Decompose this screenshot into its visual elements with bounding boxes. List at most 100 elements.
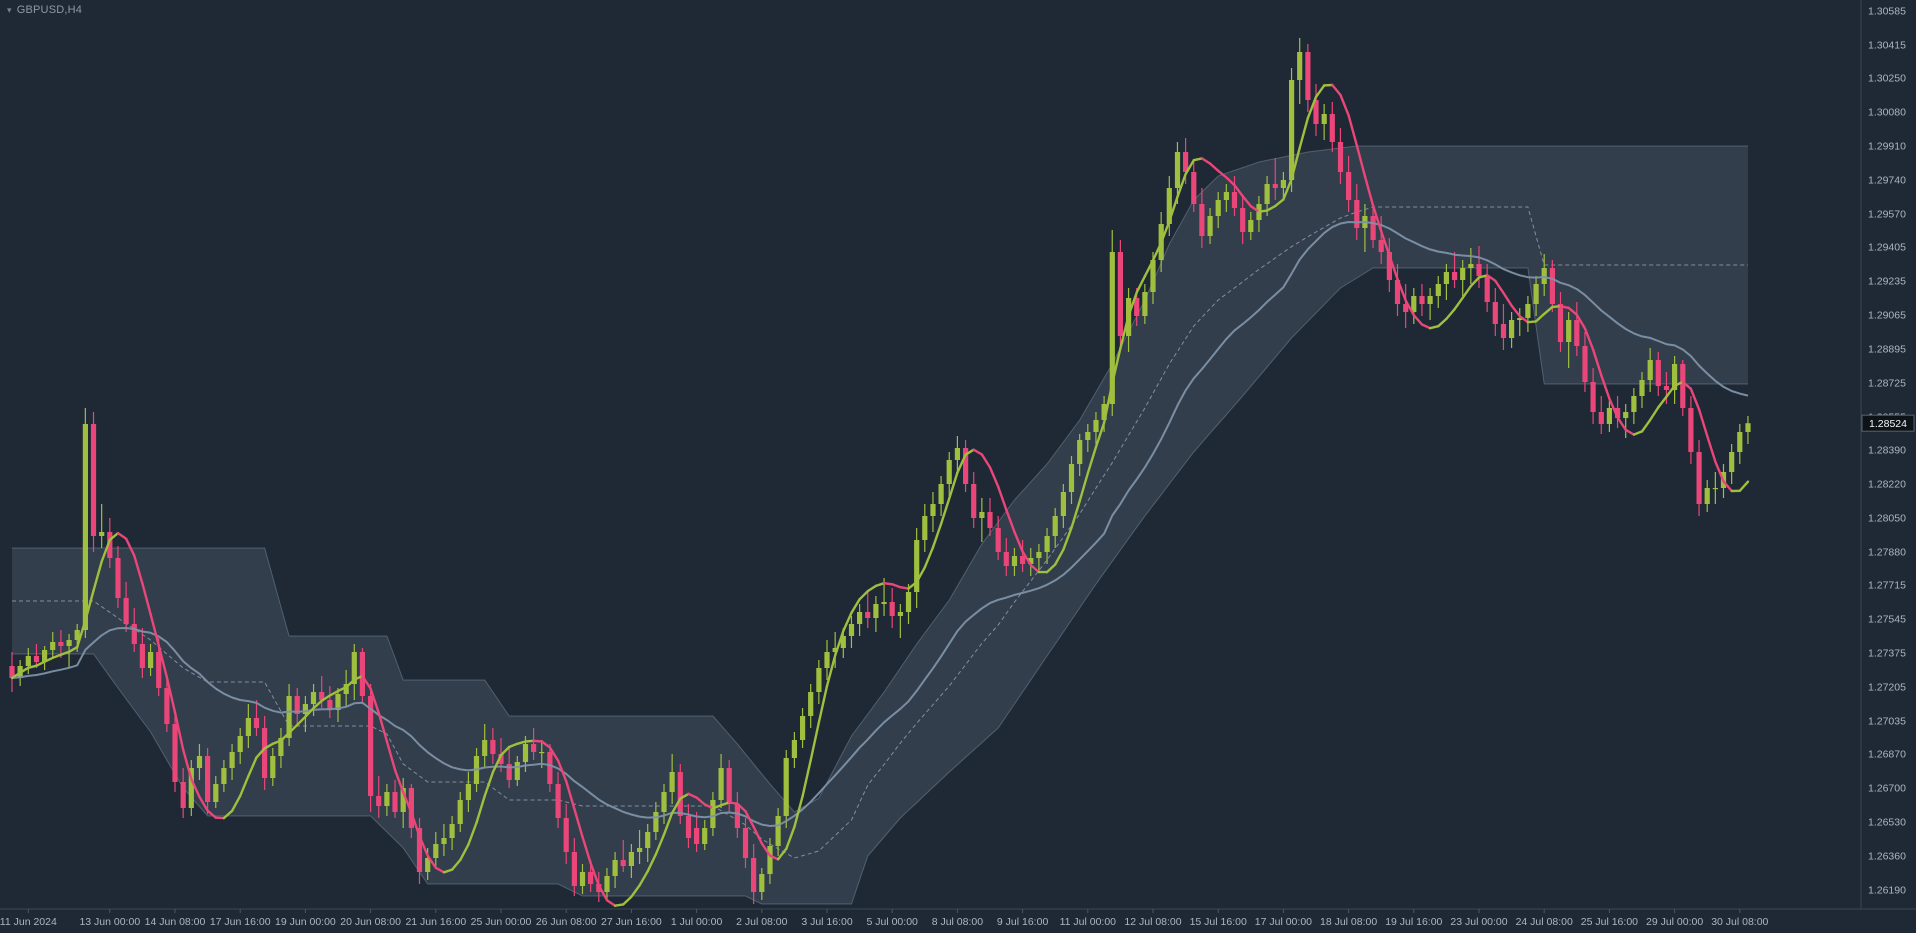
candle bbox=[1386, 238, 1392, 292]
candle bbox=[449, 816, 455, 850]
price-axis-label: 1.29740 bbox=[1868, 175, 1906, 187]
candle bbox=[1036, 544, 1042, 572]
price-axis[interactable]: 1.30585 1.30415 1.30250 1.30080 1.29910 1.297… bbox=[1868, 6, 1906, 897]
current-price-tag: 1.28524 bbox=[1861, 414, 1915, 432]
candle bbox=[1639, 372, 1645, 408]
candle bbox=[1631, 388, 1637, 424]
candle bbox=[229, 744, 235, 780]
candle bbox=[172, 712, 178, 792]
candle bbox=[1166, 176, 1172, 236]
candle bbox=[734, 792, 740, 838]
candle bbox=[1468, 248, 1474, 284]
price-axis-label: 1.26360 bbox=[1868, 851, 1906, 863]
candle bbox=[99, 504, 105, 548]
price-axis-label: 1.28220 bbox=[1868, 479, 1906, 491]
candle bbox=[1093, 412, 1099, 444]
price-axis-label: 1.28390 bbox=[1868, 445, 1906, 457]
time-axis-label: 30 Jul 08:00 bbox=[1711, 916, 1768, 928]
price-axis-label: 1.26530 bbox=[1868, 817, 1906, 829]
candle bbox=[1411, 288, 1417, 324]
price-axis-label: 1.29910 bbox=[1868, 141, 1906, 153]
candle bbox=[1207, 208, 1213, 244]
candle bbox=[767, 838, 773, 884]
candle bbox=[1068, 456, 1075, 504]
slow-ma-line bbox=[11, 221, 1749, 827]
price-axis-label: 1.27205 bbox=[1868, 682, 1906, 694]
candle bbox=[1574, 302, 1580, 356]
candle bbox=[1280, 172, 1286, 200]
candle bbox=[302, 696, 308, 732]
candle bbox=[1313, 84, 1319, 136]
candle bbox=[848, 616, 855, 648]
candle bbox=[579, 864, 586, 894]
candle bbox=[1215, 192, 1221, 228]
candle bbox=[335, 688, 341, 722]
price-axis-label: 1.29235 bbox=[1868, 276, 1906, 288]
candle bbox=[90, 412, 97, 552]
price-axis-label: 1.30415 bbox=[1868, 40, 1906, 52]
candle bbox=[889, 588, 895, 628]
candle bbox=[628, 844, 634, 878]
candle bbox=[1117, 240, 1123, 348]
candle bbox=[1476, 246, 1482, 288]
time-axis-label: 20 Jun 08:00 bbox=[340, 916, 401, 928]
candle bbox=[1582, 332, 1588, 392]
candle bbox=[164, 676, 170, 732]
candle bbox=[1354, 184, 1360, 240]
candle bbox=[718, 754, 724, 808]
candle bbox=[1452, 252, 1458, 288]
candle bbox=[555, 772, 561, 828]
candle bbox=[392, 780, 398, 818]
time-axis-label: 14 Jun 08:00 bbox=[145, 916, 206, 928]
candle bbox=[987, 498, 993, 536]
candle bbox=[694, 812, 700, 852]
candle bbox=[514, 756, 520, 786]
candle bbox=[1305, 44, 1311, 112]
candle bbox=[205, 748, 211, 814]
candle bbox=[1500, 304, 1507, 350]
candle bbox=[1419, 284, 1425, 316]
candle bbox=[620, 840, 626, 872]
channel-mid-line bbox=[12, 206, 1748, 859]
candle bbox=[1704, 480, 1710, 512]
candle bbox=[42, 646, 48, 670]
candle bbox=[938, 476, 944, 516]
time-axis-label: 25 Jul 16:00 bbox=[1581, 916, 1638, 928]
candle bbox=[1566, 312, 1572, 368]
time-axis[interactable]: 11 Jun 2024 13 Jun 00:00 14 Jun 08:00 17 Ju… bbox=[0, 909, 1769, 928]
price-axis-label: 1.27880 bbox=[1868, 547, 1906, 559]
candle bbox=[1623, 404, 1629, 438]
fast-ma-line bbox=[10, 83, 1750, 907]
candle bbox=[58, 630, 64, 658]
price-axis-label: 1.28725 bbox=[1868, 378, 1906, 390]
time-axis-label: 11 Jun 2024 bbox=[0, 916, 57, 928]
candle bbox=[1289, 68, 1295, 192]
candle bbox=[905, 584, 912, 624]
candle bbox=[1427, 288, 1433, 320]
price-axis-label: 1.26870 bbox=[1868, 749, 1906, 761]
candle bbox=[1346, 156, 1352, 212]
candle bbox=[1199, 188, 1205, 248]
candle bbox=[1248, 212, 1254, 240]
candle bbox=[1435, 276, 1441, 308]
price-tag-value: 1.28524 bbox=[1869, 418, 1907, 430]
candle bbox=[1590, 368, 1596, 424]
time-axis-label: 2 Jul 08:00 bbox=[736, 916, 788, 928]
candle bbox=[1394, 264, 1401, 316]
candle bbox=[327, 686, 333, 718]
candle bbox=[645, 824, 651, 862]
time-axis-label: 21 Jun 16:00 bbox=[405, 916, 466, 928]
candle bbox=[286, 684, 292, 746]
candle bbox=[1696, 440, 1702, 516]
candle bbox=[148, 644, 154, 676]
candle bbox=[1460, 260, 1466, 296]
time-axis-label: 12 Jul 08:00 bbox=[1124, 916, 1181, 928]
candle bbox=[979, 498, 985, 542]
candle bbox=[1011, 548, 1018, 576]
candle bbox=[791, 732, 797, 768]
candle bbox=[612, 852, 618, 888]
candle bbox=[1223, 184, 1229, 212]
candle bbox=[368, 684, 374, 812]
